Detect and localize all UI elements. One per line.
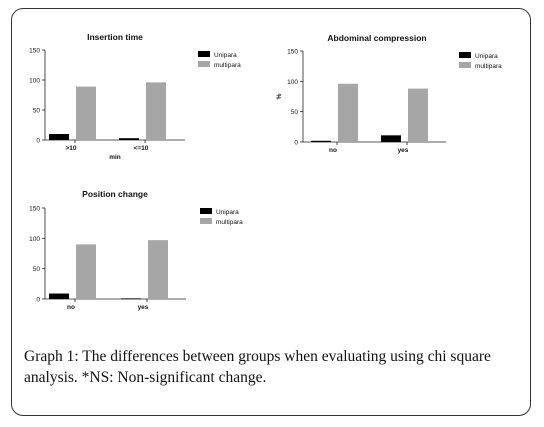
y-tick-label: 150 (29, 48, 40, 55)
legend-label: multipara (216, 219, 243, 226)
bar-unipara-0 (49, 134, 69, 140)
y-tick-label: 50 (33, 108, 41, 115)
y-tick-label: 50 (291, 109, 299, 116)
caption-label: Graph 1: (24, 348, 79, 365)
legend-swatch-unipara (198, 51, 210, 57)
x-tick-label: no (67, 304, 75, 311)
bar-multipara-0 (76, 244, 96, 299)
x-tick-label: <=10 (134, 145, 149, 152)
legend-label: Unipara (216, 209, 239, 216)
bar-multipara-0 (76, 86, 96, 140)
chart-title: Insertion time (87, 32, 143, 42)
legend-swatch-unipara (200, 208, 212, 214)
y-tick-label: 0 (294, 140, 298, 147)
legend-swatch-unipara (459, 52, 471, 58)
figure-caption: Graph 1: The differences between groups … (24, 346, 529, 388)
legend-swatch-multipara (200, 218, 212, 224)
figure-frame (11, 8, 531, 416)
legend-swatch-multipara (459, 62, 471, 68)
x-tick-label: yes (138, 304, 149, 311)
bar-unipara-0 (49, 293, 69, 299)
bar-unipara-1 (121, 298, 141, 300)
bar-unipara-0 (311, 140, 331, 142)
bar-multipara-1 (148, 240, 168, 299)
y-axis-label: % (276, 93, 283, 99)
legend-swatch-multipara (198, 61, 210, 67)
y-tick-label: 50 (33, 266, 41, 273)
legend-label: multipara (475, 63, 502, 70)
y-tick-label: 150 (29, 206, 40, 213)
legend-label: Unipara (475, 53, 498, 60)
y-tick-label: 100 (287, 79, 298, 86)
x-tick-label: >10 (65, 145, 76, 152)
y-tick-label: 0 (36, 138, 40, 145)
y-tick-label: 100 (29, 78, 40, 85)
x-tick-label: yes (398, 147, 409, 154)
legend-label: Unipara (214, 52, 237, 59)
bar-multipara-1 (408, 88, 428, 142)
bar-multipara-1 (146, 82, 166, 140)
y-tick-label: 0 (36, 297, 40, 304)
bar-multipara-0 (338, 83, 358, 142)
chart-title: Position change (82, 189, 148, 199)
caption-text: The differences between groups when eval… (24, 348, 491, 386)
y-tick-label: 100 (29, 236, 40, 243)
legend-label: multipara (214, 62, 241, 69)
bar-unipara-1 (381, 135, 401, 142)
charts-canvas: Insertion time 0 50 100 150 >10 <=10 min Unipara… (29, 32, 502, 311)
chart-title: Abdominal compression (327, 33, 426, 43)
x-tick-label: no (329, 147, 337, 154)
bar-unipara-1 (119, 138, 139, 140)
x-axis-label: min (109, 154, 121, 161)
y-tick-label: 150 (287, 49, 298, 56)
